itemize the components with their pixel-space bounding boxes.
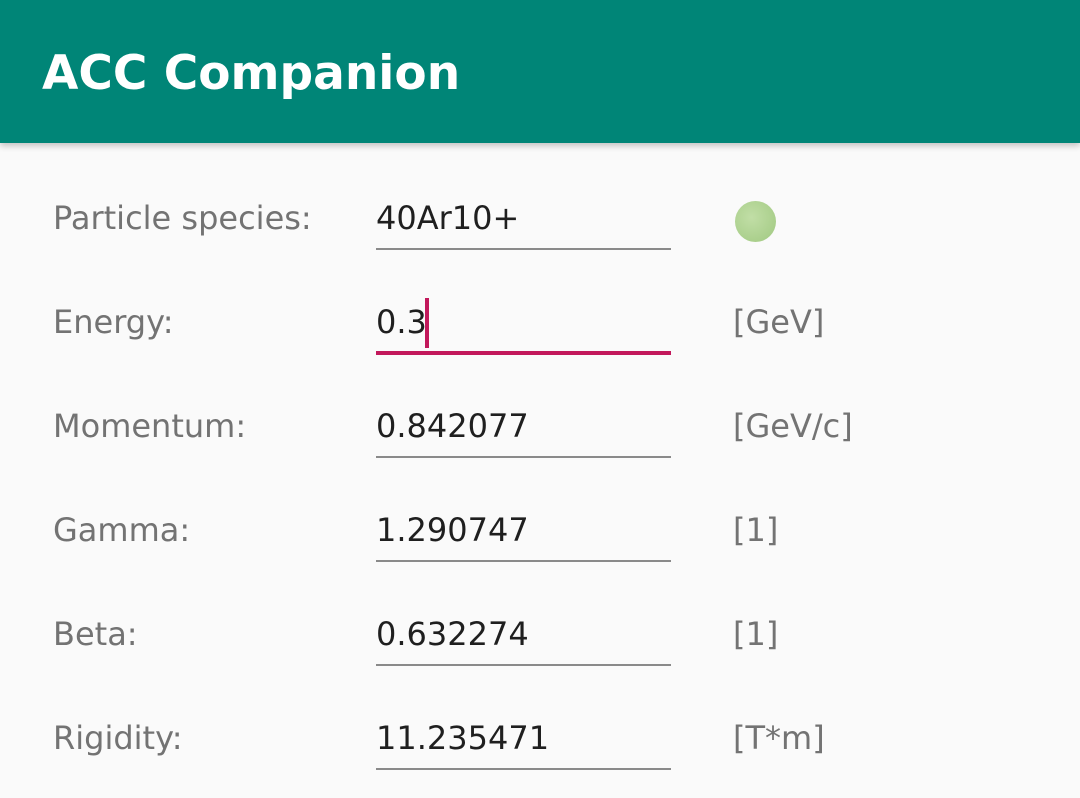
gamma-underline: [376, 560, 671, 562]
rigidity-label: Rigidity:: [53, 719, 183, 757]
momentum-field[interactable]: [376, 404, 671, 458]
energy-label: Energy:: [53, 303, 174, 341]
beta-label: Beta:: [53, 615, 138, 653]
particle-species-underline: [376, 248, 671, 250]
gamma-input[interactable]: [376, 508, 671, 552]
momentum-unit: [GeV/c]: [733, 407, 853, 445]
row-rigidity: Rigidity: [T*m]: [0, 686, 1080, 790]
app-title: ACC Companion: [42, 46, 461, 101]
row-momentum: Momentum: [GeV/c]: [0, 374, 1080, 478]
energy-field[interactable]: [376, 298, 671, 355]
particle-species-field[interactable]: [376, 196, 671, 250]
beta-input[interactable]: [376, 612, 671, 656]
row-particle-species: Particle species:: [0, 166, 1080, 270]
gamma-unit: [1]: [733, 511, 779, 549]
gamma-field[interactable]: [376, 508, 671, 562]
gamma-label: Gamma:: [53, 511, 191, 549]
momentum-input[interactable]: [376, 404, 671, 448]
momentum-underline: [376, 456, 671, 458]
rigidity-unit: [T*m]: [733, 719, 825, 757]
rigidity-input[interactable]: [376, 716, 671, 760]
energy-unit: [GeV]: [733, 303, 825, 341]
text-cursor: [425, 298, 429, 348]
energy-underline: [376, 351, 671, 355]
particle-species-input[interactable]: [376, 196, 671, 240]
beta-underline: [376, 664, 671, 666]
energy-input[interactable]: [376, 300, 671, 344]
row-gamma: Gamma: [1]: [0, 478, 1080, 582]
beta-unit: [1]: [733, 615, 779, 653]
app-bar: ACC Companion: [0, 0, 1080, 143]
rigidity-underline: [376, 768, 671, 770]
row-beta: Beta: [1]: [0, 582, 1080, 686]
row-energy: Energy: [GeV]: [0, 270, 1080, 374]
particle-species-label: Particle species:: [53, 199, 312, 237]
beta-field[interactable]: [376, 612, 671, 666]
rigidity-field[interactable]: [376, 716, 671, 770]
status-dot-icon: [735, 201, 776, 242]
momentum-label: Momentum:: [53, 407, 247, 445]
